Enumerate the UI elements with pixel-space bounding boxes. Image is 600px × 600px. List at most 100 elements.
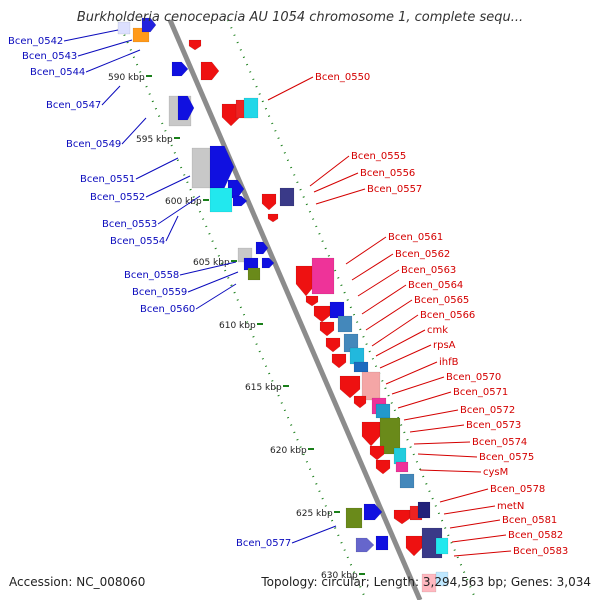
leader-line <box>371 314 419 347</box>
gene-label-bcen-0566[interactable]: Bcen_0566 <box>420 310 475 321</box>
gene-feature-15[interactable] <box>232 195 248 207</box>
gene-label-ihfb[interactable]: ihfB <box>439 357 459 368</box>
gene-feature-57[interactable] <box>435 537 449 555</box>
gene-label-rpsa[interactable]: rpsA <box>433 340 456 351</box>
gene-label-bcen-0549[interactable]: Bcen_0549 <box>66 139 121 150</box>
gene-label-bcen-0582[interactable]: Bcen_0582 <box>508 530 563 541</box>
leader-line <box>417 453 478 458</box>
gene-label-bcen-0561[interactable]: Bcen_0561 <box>388 232 443 243</box>
gene-label-metn[interactable]: metN <box>497 501 524 512</box>
tick-label-595-kbp: 595 kbp <box>136 135 173 145</box>
leader-line <box>409 424 465 433</box>
tick-label-625-kbp: 625 kbp <box>296 509 333 519</box>
gene-feature-36[interactable] <box>339 375 361 399</box>
gene-label-cysm[interactable]: cysM <box>483 467 508 478</box>
gene-feature-33[interactable] <box>331 353 347 369</box>
gene-feature-26[interactable] <box>305 295 319 307</box>
gene-label-bcen-0543[interactable]: Bcen_0543 <box>22 51 77 62</box>
gene-label-bcen-0571[interactable]: Bcen_0571 <box>453 387 508 398</box>
gene-feature-54[interactable] <box>375 535 389 551</box>
gene-feature-58[interactable] <box>421 573 437 593</box>
gene-feature-10[interactable] <box>243 97 259 119</box>
gene-label-bcen-0564[interactable]: Bcen_0564 <box>408 280 463 291</box>
gene-feature-49[interactable] <box>363 503 383 521</box>
gene-label-bcen-0542[interactable]: Bcen_0542 <box>8 36 63 47</box>
gene-feature-28[interactable] <box>329 301 345 319</box>
gene-feature-52[interactable] <box>417 501 431 519</box>
gene-label-bcen-0572[interactable]: Bcen_0572 <box>460 405 515 416</box>
gene-label-bcen-0570[interactable]: Bcen_0570 <box>446 372 501 383</box>
gene-feature-40[interactable] <box>375 403 391 419</box>
gene-label-bcen-0581[interactable]: Bcen_0581 <box>502 515 557 526</box>
gene-feature-20[interactable] <box>255 241 269 255</box>
gene-feature-18[interactable] <box>267 213 279 223</box>
gene-feature-46[interactable] <box>395 461 409 473</box>
gene-feature-50[interactable] <box>393 509 411 525</box>
gene-feature-35[interactable] <box>353 361 369 373</box>
tick-label-610-kbp: 610 kbp <box>219 321 256 331</box>
gene-feature-2[interactable] <box>141 17 157 33</box>
gene-feature-43[interactable] <box>393 447 407 465</box>
gene-label-bcen-0550[interactable]: Bcen_0550 <box>315 72 370 83</box>
gene-feature-59[interactable] <box>435 571 449 587</box>
leader-line <box>309 155 350 187</box>
gene-label-bcen-0553[interactable]: Bcen_0553 <box>102 219 157 230</box>
leader-line <box>397 391 452 409</box>
gene-label-bcen-0574[interactable]: Bcen_0574 <box>472 437 527 448</box>
gene-feature-22[interactable] <box>261 257 275 269</box>
gene-feature-44[interactable] <box>369 445 385 461</box>
gene-feature-45[interactable] <box>375 459 391 475</box>
gene-feature-25[interactable] <box>311 257 335 295</box>
gene-label-bcen-0554[interactable]: Bcen_0554 <box>110 236 165 247</box>
gene-label-bcen-0560[interactable]: Bcen_0560 <box>140 304 195 315</box>
gene-feature-41[interactable] <box>361 421 381 447</box>
gene-feature-53[interactable] <box>355 537 375 553</box>
leader-line <box>135 157 179 180</box>
gene-label-bcen-0544[interactable]: Bcen_0544 <box>30 67 85 78</box>
gene-label-bcen-0547[interactable]: Bcen_0547 <box>46 100 101 111</box>
label-group: Bcen_0542 Bcen_0543 Bcen_0544 Bcen_0547 Bcen… <box>8 36 568 557</box>
gene-feature-47[interactable] <box>399 473 415 489</box>
gene-feature-5[interactable] <box>200 61 220 81</box>
gene-feature-4[interactable] <box>171 61 189 77</box>
leader-line <box>453 550 512 557</box>
gene-label-bcen-0551[interactable]: Bcen_0551 <box>80 174 135 185</box>
gene-label-bcen-0555[interactable]: Bcen_0555 <box>351 151 406 162</box>
tick-label-620-kbp: 620 kbp <box>270 446 307 456</box>
gene-label-cmk[interactable]: cmk <box>427 325 448 336</box>
gene-label-bcen-0578[interactable]: Bcen_0578 <box>490 484 545 495</box>
feature-group <box>117 17 449 593</box>
gene-feature-14[interactable] <box>209 187 233 213</box>
gene-feature-3[interactable] <box>188 39 202 51</box>
gene-label-bcen-0575[interactable]: Bcen_0575 <box>479 452 534 463</box>
gene-label-bcen-0556[interactable]: Bcen_0556 <box>360 168 415 179</box>
gene-label-bcen-0562[interactable]: Bcen_0562 <box>395 249 450 260</box>
gene-feature-55[interactable] <box>405 535 423 557</box>
gene-feature-38[interactable] <box>353 395 367 409</box>
leader-line <box>361 284 407 315</box>
gene-feature-7[interactable] <box>177 95 195 121</box>
leader-line <box>157 195 201 225</box>
gene-label-bcen-0552[interactable]: Bcen_0552 <box>90 192 145 203</box>
gene-label-bcen-0565[interactable]: Bcen_0565 <box>414 295 469 306</box>
gene-label-bcen-0583[interactable]: Bcen_0583 <box>513 546 568 557</box>
leader-line <box>77 39 133 57</box>
gene-label-bcen-0558[interactable]: Bcen_0558 <box>124 270 179 281</box>
gene-label-bcen-0557[interactable]: Bcen_0557 <box>367 184 422 195</box>
gene-feature-29[interactable] <box>337 315 353 333</box>
gene-label-bcen-0573[interactable]: Bcen_0573 <box>466 420 521 431</box>
gene-feature-27[interactable] <box>313 305 331 323</box>
gene-feature-12[interactable] <box>209 145 235 189</box>
gene-feature-48[interactable] <box>345 507 363 529</box>
gene-feature-17[interactable] <box>279 187 295 207</box>
gene-feature-31[interactable] <box>325 337 341 353</box>
gene-label-bcen-0577[interactable]: Bcen_0577 <box>236 538 291 549</box>
gene-label-bcen-0559[interactable]: Bcen_0559 <box>132 287 187 298</box>
gene-feature-23[interactable] <box>247 267 261 281</box>
gene-feature-30[interactable] <box>319 321 335 337</box>
gene-feature-34[interactable] <box>349 347 365 365</box>
gene-feature-16[interactable] <box>261 193 277 211</box>
tick-label-615-kbp: 615 kbp <box>245 383 282 393</box>
leader-line <box>357 269 400 297</box>
gene-label-bcen-0563[interactable]: Bcen_0563 <box>401 265 456 276</box>
